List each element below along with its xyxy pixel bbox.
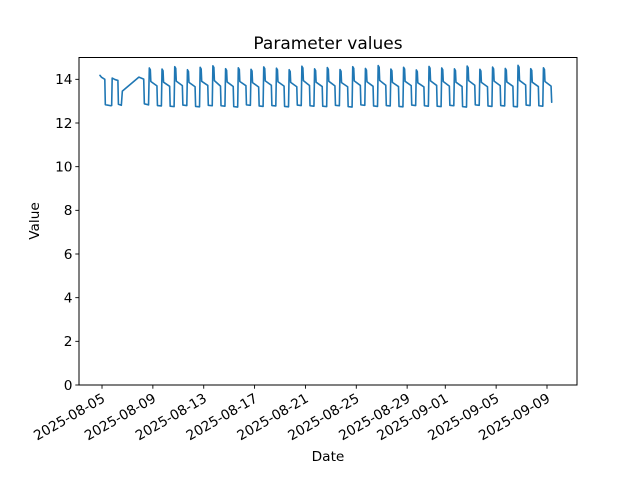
y-tick-label: 8 bbox=[64, 203, 73, 219]
data-line-parameter-values bbox=[99, 64, 553, 108]
y-tick-label: 12 bbox=[55, 116, 72, 132]
y-tick-label: 14 bbox=[55, 72, 72, 88]
y-axis-label: Value bbox=[27, 202, 43, 240]
chart-title: Parameter values bbox=[253, 34, 402, 54]
y-axis-ticks: 0 2 4 6 8 10 12 14 bbox=[55, 72, 79, 394]
y-tick-label: 4 bbox=[64, 290, 73, 306]
x-axis-label: Date bbox=[312, 449, 345, 465]
y-tick-label: 0 bbox=[64, 378, 73, 394]
y-tick-label: 10 bbox=[55, 159, 72, 175]
y-tick-label: 6 bbox=[64, 247, 73, 263]
y-tick-label: 2 bbox=[64, 334, 73, 350]
plot-area bbox=[78, 57, 578, 386]
x-axis-ticks: 2025-08-052025-08-092025-08-132025-08-17… bbox=[31, 385, 553, 444]
